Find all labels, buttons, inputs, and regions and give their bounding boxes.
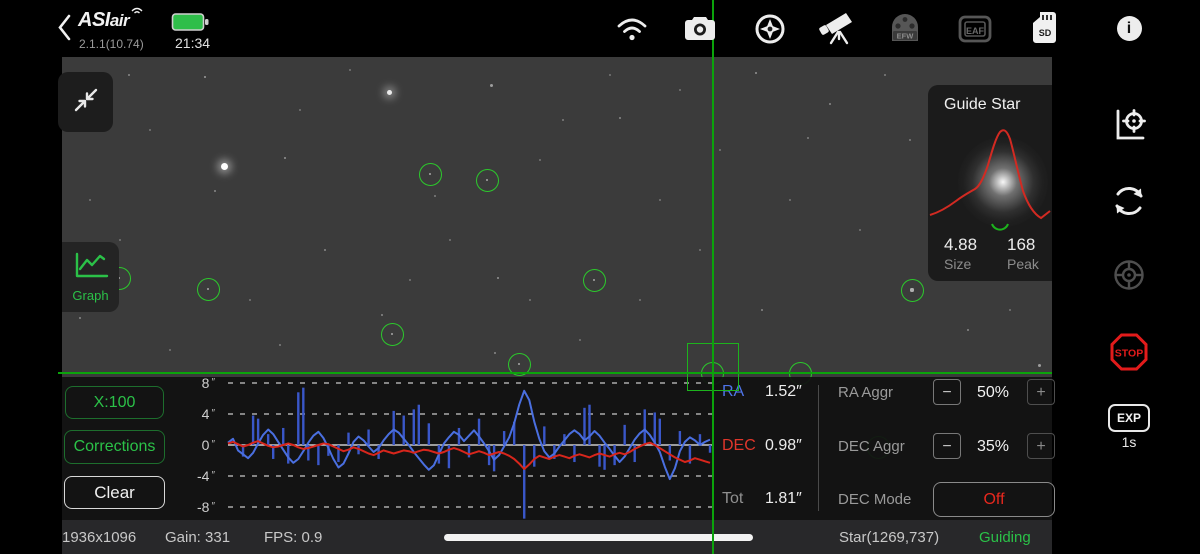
logo-sub-text: air (109, 11, 130, 30)
sd-card-button[interactable]: SD (1031, 11, 1058, 50)
exposure-value: 1s (1121, 434, 1137, 450)
svg-text:EAF: EAF (966, 26, 985, 36)
crosshair-horizontal-line (58, 372, 1052, 374)
svg-text:STOP: STOP (1115, 348, 1143, 360)
y-axis-tick: -8 ″ (197, 499, 215, 515)
exposure-button[interactable]: EXP (1058, 404, 1200, 432)
graph-scale-button[interactable]: X:100 (65, 386, 164, 419)
ra-aggr-label: RA Aggr (838, 384, 894, 401)
refresh-loop-icon (1108, 180, 1150, 227)
camera-icon (683, 17, 717, 47)
dec-mode-label: DEC Mode (838, 491, 912, 508)
guide-star-panel: Guide Star 4.88 168 Size Peak (928, 85, 1052, 281)
tot-stat-label: Tot (722, 490, 744, 507)
dec-aggr-plus-button[interactable]: + (1027, 433, 1055, 459)
right-sidebar: i STO (1058, 0, 1200, 554)
guide-target-icon (754, 14, 786, 49)
y-axis-tick: 8 ″ (201, 375, 215, 391)
dec-aggr-label: DEC Aggr (838, 438, 905, 455)
guiding-state-text: Guiding (979, 529, 1031, 546)
ra-aggr-minus-button[interactable]: − (933, 379, 961, 405)
app-version: 2.1.1(10.74) (79, 37, 144, 51)
eaf-button[interactable]: EAF (957, 14, 993, 49)
guide-star-size-label: Size (944, 256, 972, 272)
clock-time: 21:34 (175, 35, 211, 51)
guide-star-size-value: 4.88 (944, 235, 978, 254)
y-axis-tick: -4 ″ (197, 468, 215, 484)
efw-filter-wheel-icon: EFW (888, 14, 922, 49)
guide-star-coords-text: Star(1269,737) (839, 529, 940, 546)
stop-guiding-button[interactable]: STOP (1058, 332, 1200, 377)
dec-stat-value: 0.98″ (765, 437, 802, 454)
back-button[interactable] (58, 14, 72, 46)
info-button[interactable]: i (1058, 16, 1200, 41)
panel-divider (818, 385, 819, 511)
y-axis-tick: 0 ″ (201, 437, 215, 453)
svg-text:SD: SD (1039, 28, 1052, 38)
guide-camera-button[interactable] (754, 13, 786, 50)
calibration-button[interactable] (1058, 256, 1200, 299)
wifi-icon (615, 18, 649, 47)
ra-aggr-plus-button[interactable]: + (1027, 379, 1055, 405)
star-lock-arc-icon (991, 223, 1009, 231)
graph-icon (72, 251, 110, 286)
stop-icon: STOP (1109, 332, 1149, 377)
resolution-text: 1936x1096 (62, 529, 137, 546)
logo-main-text: ASI (78, 9, 110, 31)
y-axis-tick: 4 ″ (201, 406, 215, 422)
guide-star-peak-label: Peak (1007, 256, 1039, 272)
logo-wifi-waves-icon (131, 7, 143, 14)
fps-text: FPS: 0.9 (264, 529, 323, 546)
calibration-target-icon (1110, 256, 1148, 299)
crosshair-vertical-line (712, 0, 714, 554)
guide-graph-button[interactable] (1058, 104, 1200, 151)
dec-aggr-minus-button[interactable]: − (933, 433, 961, 459)
mount-telescope-button[interactable] (818, 10, 858, 51)
dec-mode-button[interactable]: Off (933, 482, 1055, 517)
ra-stat-value: 1.52″ (765, 383, 802, 400)
dec-stat-label: DEC (722, 437, 756, 454)
collapse-view-button[interactable] (58, 72, 113, 132)
corrections-toggle-button[interactable]: Corrections (64, 430, 165, 464)
dec-aggr-value: 35% (976, 438, 1010, 455)
efw-button[interactable]: EFW (888, 11, 922, 50)
sd-card-icon: SD (1031, 12, 1058, 49)
back-chevron-icon (58, 14, 72, 45)
svg-text:EFW: EFW (897, 32, 915, 41)
clear-graph-button[interactable]: Clear (64, 476, 165, 509)
gain-text: Gain: 331 (165, 529, 231, 546)
image-pan-scrollbar[interactable] (444, 534, 753, 541)
exp-icon: EXP (1108, 404, 1150, 432)
graph-toggle-button[interactable]: Graph (62, 242, 119, 312)
collapse-arrows-icon (72, 86, 100, 119)
guiding-graph-panel: 8 ″ 4 ″ 0 ″ -4 ″ -8 ″ RA 1.52″ DEC 0.98″ Tot 1.81… (62, 375, 1055, 520)
tot-stat-value: 1.81″ (765, 490, 802, 507)
graph-button-label: Graph (72, 288, 109, 303)
graph-target-icon (1108, 104, 1150, 151)
guiding-graph-plot (227, 382, 712, 519)
battery-icon (171, 11, 211, 38)
star-profile-curve (929, 129, 1051, 220)
guide-star-peak-value: 168 (1007, 235, 1036, 254)
asiair-logo: ASIair (78, 7, 143, 32)
ra-aggr-value: 50% (976, 384, 1010, 401)
info-icon: i (1116, 16, 1142, 41)
telescope-icon (818, 13, 858, 50)
eaf-focuser-icon: EAF (957, 15, 993, 48)
guide-star-title: Guide Star (944, 96, 1021, 113)
wifi-settings-button[interactable] (615, 15, 649, 48)
status-bar: 1936x1096 Gain: 331 FPS: 0.9 Star(1269,7… (62, 520, 1052, 554)
main-camera-button[interactable] (683, 13, 717, 48)
loop-exposure-button[interactable] (1058, 180, 1200, 227)
